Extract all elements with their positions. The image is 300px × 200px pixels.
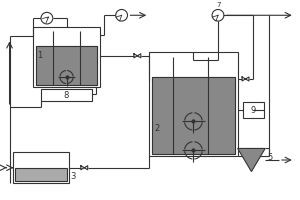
- Text: 5: 5: [267, 153, 272, 162]
- Bar: [149, 52, 238, 156]
- Bar: [152, 77, 235, 154]
- Bar: [15, 168, 67, 181]
- Bar: [41, 89, 92, 101]
- Bar: [152, 77, 235, 154]
- Circle shape: [212, 9, 224, 21]
- Bar: [36, 46, 97, 85]
- Bar: [243, 102, 264, 118]
- Bar: [14, 152, 68, 183]
- Text: 3: 3: [70, 172, 76, 181]
- Circle shape: [41, 12, 53, 24]
- Polygon shape: [238, 148, 265, 172]
- Text: 1: 1: [37, 51, 42, 60]
- Text: 7: 7: [216, 2, 220, 8]
- Bar: [36, 46, 97, 85]
- Circle shape: [116, 9, 127, 21]
- Text: 8: 8: [64, 91, 69, 100]
- Text: 9: 9: [251, 106, 256, 115]
- Bar: [33, 27, 100, 87]
- Text: 2: 2: [154, 124, 159, 133]
